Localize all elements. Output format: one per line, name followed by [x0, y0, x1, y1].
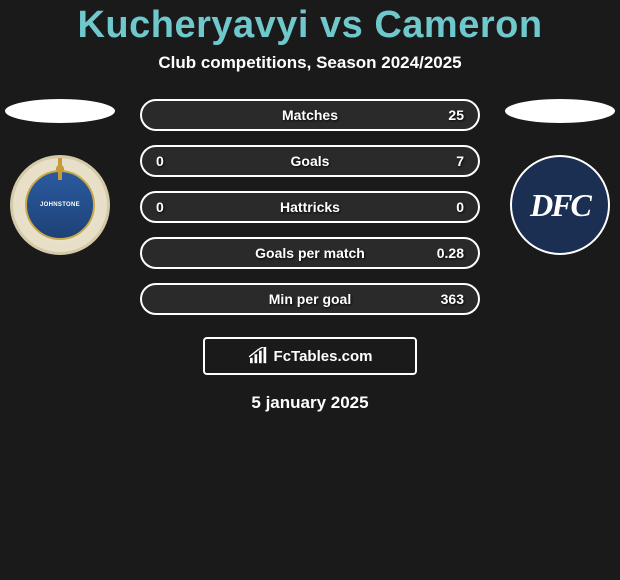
stat-row-goals-per-match: Goals per match 0.28	[140, 237, 480, 269]
right-team-column: DFC	[500, 99, 620, 255]
crest-left-label-mid: JOHNSTONE	[40, 202, 80, 208]
stat-label: Min per goal	[269, 291, 351, 307]
comparison-card: Kucheryavyi vs Cameron Club competitions…	[0, 0, 620, 580]
stat-right-value: 25	[440, 107, 464, 123]
stat-row-goals: 0 Goals 7	[140, 145, 480, 177]
stat-label: Goals per match	[255, 245, 365, 261]
stats-column: Matches 25 0 Goals 7 0 Hattricks 0 Goals…	[140, 99, 480, 315]
stat-left-value: 0	[156, 199, 180, 215]
main-row: JOHNSTONE Matches 25 0 Goals 7 0 Hattric…	[0, 99, 620, 315]
footer-date: 5 january 2025	[251, 393, 368, 413]
branding-box[interactable]: FcTables.com	[203, 337, 417, 375]
player-silhouette-placeholder-left	[5, 99, 115, 123]
stat-right-value: 0	[440, 199, 464, 215]
team-crest-left-inner: JOHNSTONE	[25, 170, 95, 240]
left-team-column: JOHNSTONE	[0, 99, 120, 255]
team-crest-right: DFC	[510, 155, 610, 255]
stat-row-min-per-goal: Min per goal 363	[140, 283, 480, 315]
stat-right-value: 7	[440, 153, 464, 169]
stat-label: Hattricks	[280, 199, 340, 215]
page-subtitle: Club competitions, Season 2024/2025	[158, 53, 461, 73]
page-title: Kucheryavyi vs Cameron	[77, 4, 542, 47]
branding-text: FcTables.com	[274, 348, 373, 365]
bar-chart-icon	[248, 347, 270, 365]
stat-row-hattricks: 0 Hattricks 0	[140, 191, 480, 223]
stat-right-value: 0.28	[437, 245, 464, 261]
stat-row-matches: Matches 25	[140, 99, 480, 131]
stat-label: Matches	[282, 107, 338, 123]
player-silhouette-placeholder-right	[505, 99, 615, 123]
stat-right-value: 363	[440, 291, 464, 307]
crest-right-text: DFC	[530, 187, 590, 224]
stat-label: Goals	[291, 153, 330, 169]
stat-left-value: 0	[156, 153, 180, 169]
team-crest-left: JOHNSTONE	[10, 155, 110, 255]
